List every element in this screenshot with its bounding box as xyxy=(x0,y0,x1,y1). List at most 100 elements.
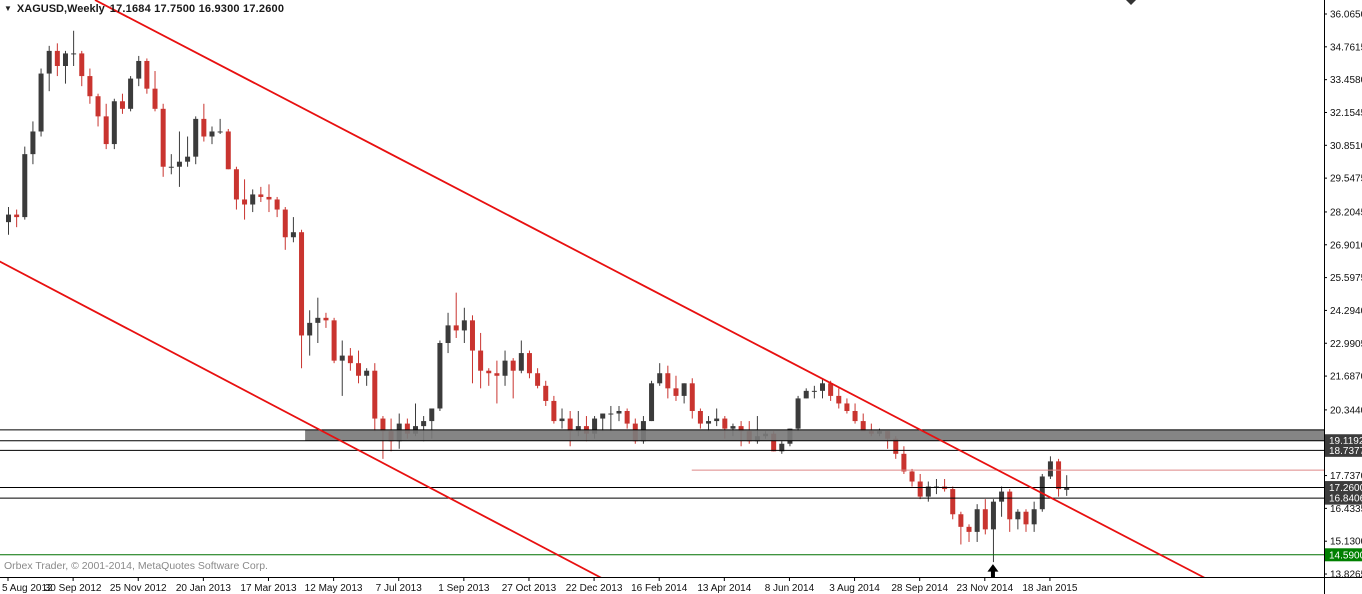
candle-body xyxy=(803,390,809,399)
price-label: 16.4335 xyxy=(1330,504,1362,515)
candle-body xyxy=(1007,491,1013,520)
resistance-zone[interactable] xyxy=(305,429,1324,441)
candle-body xyxy=(315,317,321,323)
candle-body xyxy=(14,214,20,218)
candle-body xyxy=(356,363,362,376)
candle-body xyxy=(331,320,337,361)
candle-body xyxy=(209,131,215,137)
candle-body xyxy=(999,491,1005,502)
candle-body xyxy=(909,471,915,482)
trendline-1[interactable] xyxy=(94,0,1206,579)
price-label: 29.5475 xyxy=(1330,174,1362,185)
candle-body xyxy=(836,395,842,404)
candle-body xyxy=(608,413,614,415)
candle-body xyxy=(323,317,329,321)
candle-body xyxy=(290,232,296,238)
candle-body xyxy=(681,383,687,396)
candle-body xyxy=(974,509,980,532)
candle-body xyxy=(966,526,972,532)
candle-body xyxy=(795,398,801,429)
candle-body xyxy=(30,131,36,155)
candle-body xyxy=(502,360,508,376)
candle-body xyxy=(510,360,516,371)
price-label: 26.9010 xyxy=(1330,240,1362,251)
candle-body xyxy=(282,209,288,238)
candle-body xyxy=(1056,461,1062,490)
candle-body xyxy=(567,418,573,432)
price-label: 20.3440 xyxy=(1330,405,1362,416)
candle-body xyxy=(1064,487,1070,490)
chart-marker-icon: ▼ xyxy=(4,4,12,13)
candle-body xyxy=(665,373,671,389)
price-badge-label: 18.7377 xyxy=(1329,446,1362,457)
candle-body xyxy=(152,88,158,109)
price-axis[interactable]: 36.0650 34.7615 33.4580 32.1545 30.8510 29.54… xyxy=(1324,10,1362,581)
candle-body xyxy=(71,53,77,55)
candle-body xyxy=(274,199,280,210)
chart-shift-marker-icon[interactable] xyxy=(1126,0,1136,5)
candle-body xyxy=(730,426,736,429)
candle-body xyxy=(722,418,728,429)
price-label: 15.1300 xyxy=(1330,537,1362,548)
date-label: 25 Nov 2012 xyxy=(110,583,167,594)
candle-body xyxy=(486,370,492,374)
date-label: 18 Jan 2015 xyxy=(1022,583,1077,594)
candle-body xyxy=(404,423,410,434)
candle-body xyxy=(461,320,467,331)
candle-body xyxy=(478,350,484,371)
price-badge-label: 19.1192 xyxy=(1329,436,1362,447)
price-badge xyxy=(1325,491,1362,505)
candle-body xyxy=(925,486,931,497)
candle-body xyxy=(201,118,207,137)
date-label: 16 Feb 2014 xyxy=(631,583,688,594)
candle-body xyxy=(917,481,923,497)
candle-body xyxy=(600,413,606,419)
candle-body xyxy=(6,214,11,223)
trendline-2[interactable] xyxy=(0,259,633,594)
candle-body xyxy=(616,411,622,414)
price-label: 22.9905 xyxy=(1330,339,1362,350)
candle-body xyxy=(1015,511,1021,520)
candle-body xyxy=(469,320,475,351)
symbol-timeframe-label: XAGUSD,Weekly xyxy=(16,3,105,15)
candle-body xyxy=(494,373,500,376)
date-label: 13 Apr 2014 xyxy=(697,583,751,594)
price-label: 25.5975 xyxy=(1330,273,1362,284)
candle-body xyxy=(526,353,532,374)
candle-body xyxy=(168,166,174,168)
candle-body xyxy=(860,421,866,432)
date-label: 7 Jul 2013 xyxy=(376,583,423,594)
price-label: 36.0650 xyxy=(1330,10,1362,21)
date-label: 5 Aug 2012 xyxy=(2,583,53,594)
date-label: 20 Jan 2013 xyxy=(176,583,231,594)
candle-body xyxy=(144,60,150,89)
candle-body xyxy=(103,116,109,145)
price-label: 32.1545 xyxy=(1330,108,1362,119)
candle-body xyxy=(38,73,44,132)
candle-body xyxy=(22,154,28,218)
price-label: 13.8265 xyxy=(1330,570,1362,581)
candle-body xyxy=(518,353,524,371)
up-arrow-annotation[interactable] xyxy=(987,564,999,580)
candle-body xyxy=(649,383,655,422)
candle-body xyxy=(771,433,777,452)
candle-body xyxy=(933,486,939,488)
candle-body xyxy=(339,355,345,361)
candle-body xyxy=(706,421,712,424)
candle-body xyxy=(657,373,663,384)
price-badge-label: 16.8406 xyxy=(1329,494,1362,505)
candle-body xyxy=(217,131,223,133)
price-badge-label: 14.5900 xyxy=(1329,550,1362,561)
price-label: 24.2940 xyxy=(1330,306,1362,317)
candle-body xyxy=(421,421,427,427)
date-label: 8 Jun 2014 xyxy=(765,583,815,594)
time-axis-background xyxy=(0,577,1362,594)
candle-body xyxy=(714,418,720,422)
candle-body xyxy=(128,78,134,109)
candle-body xyxy=(225,131,231,170)
candle-body xyxy=(1023,511,1029,525)
candle-body xyxy=(990,501,996,530)
